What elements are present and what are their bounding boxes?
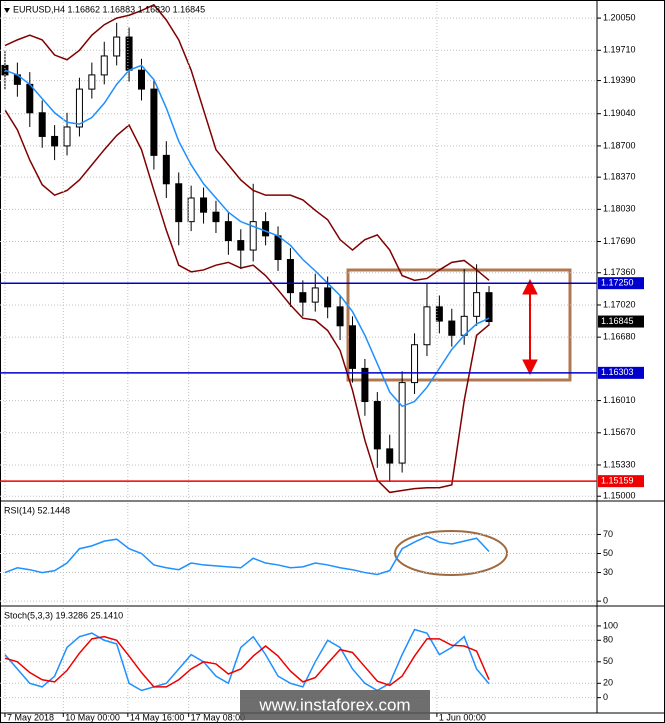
candle-body xyxy=(286,259,294,294)
y-tick-label: 50 xyxy=(603,656,613,666)
indicator-line xyxy=(4,628,490,692)
y-tick-label: 100 xyxy=(603,620,618,630)
candle-body xyxy=(373,401,381,450)
x-tick-label: 1 Jun 00:00 xyxy=(439,712,486,722)
candle-body xyxy=(187,197,195,223)
y-tick-label: 1.19710 xyxy=(603,45,636,55)
candle-body xyxy=(311,287,319,303)
level-label: 1.15159 xyxy=(601,476,634,486)
title-icon xyxy=(4,8,10,13)
indicator-line xyxy=(4,3,490,282)
y-tick-label: 1.18700 xyxy=(603,140,636,150)
level-label-box xyxy=(598,366,644,379)
y-tick-label: 1.18030 xyxy=(603,204,636,214)
panel-title: EURUSD,H4 1.16862 1.16883 1.16830 1.1684… xyxy=(13,4,205,14)
candle-body xyxy=(162,154,170,185)
last-price-label: 1.16845 xyxy=(601,316,634,326)
y-tick-label: 1.19390 xyxy=(603,75,636,85)
candle-body xyxy=(26,83,34,114)
candle-body xyxy=(448,320,456,336)
candle-body xyxy=(75,88,83,128)
x-tick-label: 7 May 2018 xyxy=(7,712,54,722)
y-tick-label: 1.17360 xyxy=(603,267,636,277)
candle-body xyxy=(324,287,332,308)
x-tick-label: 14 May 16:00 xyxy=(130,712,185,722)
indicator-line xyxy=(4,635,490,688)
y-tick-label: 1.16680 xyxy=(603,332,636,342)
candle-body xyxy=(113,36,121,57)
candle-body xyxy=(224,221,232,242)
candle-body xyxy=(51,135,59,147)
candle-body xyxy=(435,306,443,322)
candle-body xyxy=(100,55,108,76)
panel-title: Stoch(5,3,3) 19.3286 25.1410 xyxy=(4,610,123,620)
candle-body xyxy=(63,126,71,147)
candle-body xyxy=(299,292,307,303)
y-tick-label: 1.19040 xyxy=(603,108,636,118)
candle-body xyxy=(274,235,282,261)
candle-body xyxy=(423,306,431,346)
y-tick-label: 1.18370 xyxy=(603,172,636,182)
watermark: www.instaforex.com xyxy=(240,690,430,720)
indicator-line xyxy=(4,109,490,494)
y-tick-label: 1.16010 xyxy=(603,395,636,405)
level-label: 1.17250 xyxy=(601,278,634,288)
candle-body xyxy=(237,240,245,251)
y-tick-label: 0 xyxy=(603,692,608,702)
candle-body xyxy=(386,448,394,464)
candle-body xyxy=(249,221,257,251)
candle-body xyxy=(361,367,369,403)
y-tick-label: 50 xyxy=(603,548,613,558)
candle-body xyxy=(348,325,356,369)
y-tick-label: 1.17690 xyxy=(603,236,636,246)
level-label: 1.16303 xyxy=(601,367,634,377)
candle-body xyxy=(137,69,145,90)
x-tick-label: 17 May 08:00 xyxy=(191,712,246,722)
level-label-box xyxy=(598,277,644,290)
y-tick-label: 1.17020 xyxy=(603,299,636,309)
y-tick-label: 70 xyxy=(603,529,613,539)
y-tick-label: 80 xyxy=(603,635,613,645)
candle-body xyxy=(336,306,344,327)
candle-body xyxy=(200,197,208,213)
marks: 1.20050 1.19710 1.19390 1.19040 1.18700 1.183… xyxy=(0,2,644,722)
range-arrow xyxy=(522,278,538,376)
candle-body xyxy=(398,382,406,464)
y-tick-label: 20 xyxy=(603,678,613,688)
y-tick-label: 1.15330 xyxy=(603,459,636,469)
panel-title: RSI(14) 52.1448 xyxy=(4,505,70,515)
y-tick-label: 0 xyxy=(603,596,608,606)
y-tick-label: 30 xyxy=(603,567,613,577)
level-label-box xyxy=(598,475,644,488)
last-price-box xyxy=(598,315,644,328)
candle-body xyxy=(150,88,158,156)
candle-body xyxy=(473,292,481,317)
y-tick-label: 1.20050 xyxy=(603,12,636,22)
candle-body xyxy=(125,36,133,71)
range-box xyxy=(346,268,572,382)
candle-body xyxy=(262,221,270,237)
indicator-line xyxy=(4,64,490,408)
candle-body xyxy=(212,211,220,223)
candle-body xyxy=(88,74,96,90)
watermark-text: www.instaforex.com xyxy=(258,695,410,714)
candle-body xyxy=(175,183,183,223)
y-tick-label: 1.15000 xyxy=(603,491,636,501)
y-tick-label: 1.15670 xyxy=(603,427,636,437)
x-tick-label: 10 May 00:00 xyxy=(65,712,120,722)
candle-body xyxy=(411,344,419,384)
indicator-line xyxy=(4,535,490,576)
candle-body xyxy=(485,292,493,323)
candle-body xyxy=(38,112,46,137)
